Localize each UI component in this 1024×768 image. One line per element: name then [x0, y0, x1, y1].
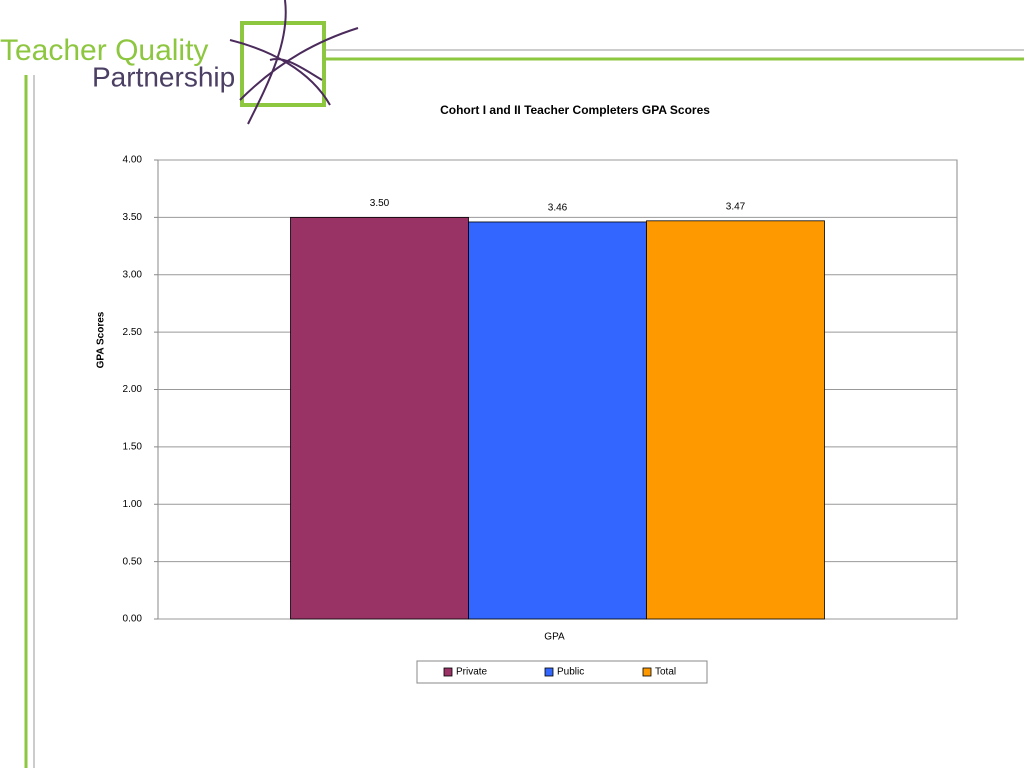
legend-swatch: [443, 667, 453, 677]
legend-box: [416, 660, 708, 684]
value-label: 3.47: [726, 201, 746, 212]
x-tick-label: GPA: [544, 632, 565, 643]
y-tick-label: 3.00: [123, 269, 143, 280]
chart-title: Cohort I and II Teacher Completers GPA S…: [440, 103, 710, 117]
logo-text: Partnership: [92, 61, 235, 92]
y-tick-label: 1.50: [123, 442, 143, 453]
legend-swatch: [544, 667, 554, 677]
y-tick-label: 2.50: [123, 327, 143, 338]
y-tick-label: 0.50: [123, 556, 143, 567]
y-tick-label: 2.00: [123, 384, 143, 395]
logo-text: Teacher Quality: [0, 34, 208, 67]
y-tick-label: 3.50: [123, 212, 143, 223]
bar: [646, 220, 825, 620]
bar: [290, 216, 469, 620]
logo-square: [240, 21, 326, 107]
logo-strokes: [229, 0, 359, 125]
y-tick-label: 0.00: [123, 614, 143, 625]
value-label: 3.50: [370, 198, 390, 209]
y-tick-label: 1.00: [123, 499, 143, 510]
y-tick-label: 4.00: [123, 155, 143, 166]
bar: [468, 221, 647, 620]
value-label: 3.46: [548, 203, 568, 214]
legend-label: Total: [655, 667, 676, 678]
y-axis-title: GPA Scores: [96, 311, 107, 368]
legend-swatch: [642, 667, 652, 677]
legend-label: Private: [456, 667, 488, 678]
legend-label: Public: [557, 667, 584, 678]
